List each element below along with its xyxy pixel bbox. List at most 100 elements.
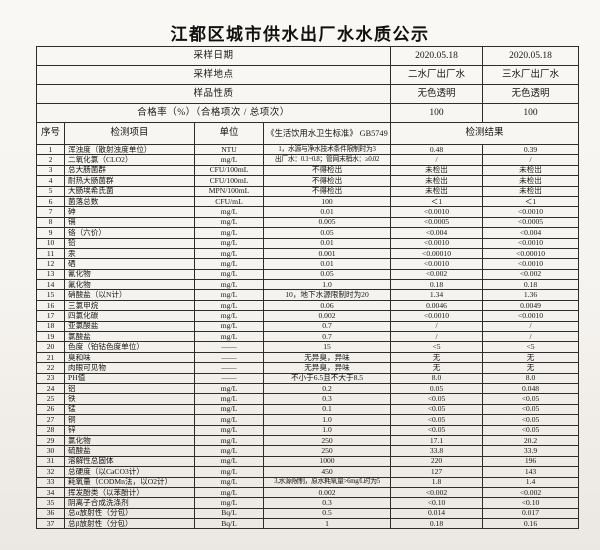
result-plant3: 0.048 [482,382,580,395]
item-name: 溶解性总固体 [64,455,195,468]
result-plant3: <0.10 [482,497,580,509]
row-number: 14 [36,279,65,291]
standard-limit: 不得检出 [262,185,392,197]
result-plant2: <5 [390,341,484,353]
row-number: 6 [36,195,65,208]
row-number: 11 [36,247,65,260]
standard-limit: 0.002 [262,486,392,499]
result-plant2: 0.0046 [390,299,484,312]
item-name: 肉眼可见物 [64,362,195,374]
item-name: 浑浊度（散射浊度单位） [64,143,195,156]
standard-limit: 无异臭，异味 [262,351,392,364]
standard-limit: 0.3 [262,497,392,509]
row-number: 7 [36,206,65,218]
item-name: 亚氯酸盐 [64,320,195,333]
row-number: 34 [36,486,65,499]
table-row: 32 总硬度（以CaCO3计） mg/L 450 127 143 [36,466,580,478]
result-plant2: 0.18 [390,518,484,530]
table-row: 35 阴离子合成洗涤剂 mg/L 0.3 <0.10 <0.10 [36,497,580,509]
result-plant2: 0.18 [390,279,484,291]
item-name: 臭和味 [64,351,195,364]
table-row: 29 氯化物 mg/L 250 17.1 20.2 [36,434,580,447]
unit: mg/L [194,497,264,509]
result-plant2: 未检出 [390,175,484,187]
standard-limit: 0.01 [262,258,392,270]
row-number: 26 [36,403,65,416]
unit: Bq/L [194,507,264,520]
standard-limit: 0.7 [262,320,392,333]
unit: mg/L [194,320,264,333]
result-plant3: 无 [482,362,580,374]
item-name: 硒 [64,258,195,270]
standard-limit: 15 [262,341,392,353]
col-header-unit: 单位 [194,122,264,145]
unit: —— [194,362,264,374]
info-value-plant3: 无色透明 [482,84,580,104]
unit: mg/L [194,382,264,395]
info-row: 样品性质 无色透明 无色透明 [35,84,580,104]
result-plant3: 8.0 [482,372,580,385]
result-plant2: <0.002 [390,268,484,281]
table-row: 26 锰 mg/L 0.1 <0.05 <0.05 [36,403,580,416]
result-plant2: <0.002 [390,486,484,499]
standard-limit: 0.002 [262,310,392,322]
item-name: 氯化物 [64,434,195,447]
row-number: 31 [36,455,65,468]
unit: MPN/100mL [194,185,264,197]
result-plant2: 未检出 [390,185,484,197]
row-number: 29 [36,434,65,447]
result-plant2: <0.0010 [390,237,484,249]
item-name: 铁 [64,393,195,405]
row-number: 21 [36,351,65,364]
info-value-plant2: 二水厂出厂水 [390,65,484,85]
standard-limit: 1.0 [262,414,392,426]
result-plant3: 0.017 [482,507,580,520]
result-plant2: <0.004 [390,227,484,239]
unit: mg/L [194,476,264,488]
column-header-row: 序号 检测项目 单位 《生活饮用水卫生标准》 GB5749 检测结果 [36,122,580,145]
standard-limit: 不小于6.5且不大于8.5 [262,372,392,385]
result-plant3: 未检出 [482,164,580,177]
result-plant2: 220 [390,455,484,468]
col-header-result: 检测结果 [390,122,580,145]
unit: mg/L [194,268,264,281]
result-plant2: / [390,154,484,166]
item-name: 氟化物 [64,279,195,291]
result-plant2: <0.00010 [390,247,484,260]
row-number: 15 [36,289,65,301]
unit: CFU/100mL [194,175,264,187]
table-row: 5 大肠埃希氏菌 MPN/100mL 不得检出 未检出 未检出 [36,185,580,197]
info-value-plant2: 无色透明 [390,84,484,104]
result-plant3: <0.0010 [482,237,580,249]
row-number: 24 [36,382,65,395]
result-plant3: 143 [482,466,580,478]
result-plant3: <0.05 [482,393,580,405]
column-header-section: 序号 检测项目 单位 《生活饮用水卫生标准》 GB5749 检测结果 [36,122,580,145]
result-plant3: <0.0010 [482,258,580,270]
standard-limit: 450 [262,466,392,478]
standard-limit: 0.3 [262,393,392,405]
result-plant2: 0.48 [390,143,484,156]
table-row: 3 总大肠菌群 CFU/100mL 不得检出 未检出 未检出 [36,164,580,177]
result-plant2: <0.05 [390,393,484,405]
standard-limit: 出厂水：0.1~0.8；管网末梢水：≥0.02 [262,154,392,166]
row-number: 35 [36,497,65,509]
result-plant2: <0.0010 [390,258,484,270]
info-value-plant3: 三水厂出厂水 [482,65,580,85]
row-number: 37 [36,518,65,530]
result-plant2: <0.0010 [390,310,484,322]
table-row: 10 铅 mg/L 0.01 <0.0010 <0.0010 [36,237,580,249]
unit: —— [194,372,264,385]
sampling-info-section: 采样日期 2020.05.18 2020.05.18 采样地点 二水厂出厂水 三… [35,46,580,123]
standard-limit: 0.001 [262,247,392,260]
standard-limit: 无异臭，异味 [262,362,392,374]
row-number: 25 [36,393,65,405]
item-name: 总大肠菌群 [64,164,195,177]
table-row: 37 总β放射性（分包） Bq/L 1 0.18 0.16 [36,518,580,530]
table-row: 34 挥发酚类（以苯酚计） mg/L 0.002 <0.002 <0.002 [36,486,580,499]
result-plant3: 无 [482,351,580,364]
unit: mg/L [194,206,264,218]
unit: —— [194,351,264,364]
result-plant2: 33.8 [390,445,484,457]
standard-limit: 0.1 [262,403,392,416]
